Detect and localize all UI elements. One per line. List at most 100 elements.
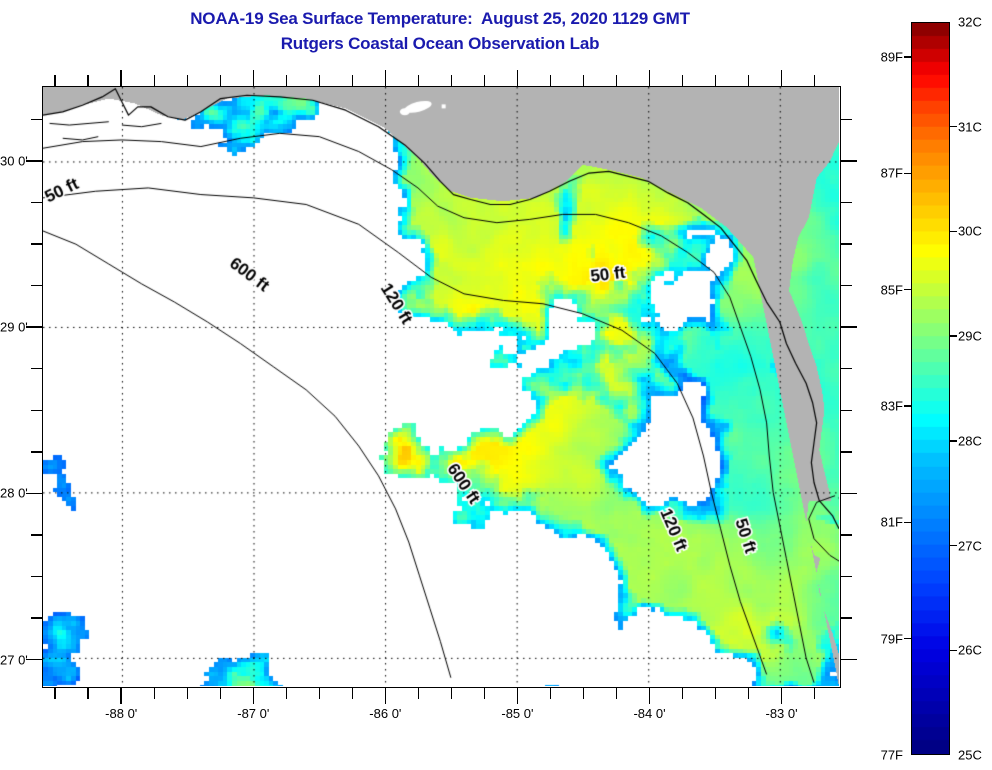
x-axis-label: -83 0' — [765, 706, 798, 721]
y-axis-tick — [31, 451, 42, 453]
y-axis-tick — [841, 658, 857, 661]
colorbar-tick-c — [950, 125, 957, 128]
y-axis-tick — [31, 243, 42, 245]
x-axis-tick — [615, 75, 618, 86]
colorbar-label-fahrenheit: 89F — [880, 49, 903, 65]
x-axis-tick — [351, 75, 354, 86]
x-axis-tick — [582, 688, 585, 699]
colorbar-tick-c — [950, 440, 957, 442]
x-axis-tick — [219, 75, 222, 86]
colorbar-tick-f — [904, 172, 911, 174]
y-axis-tick — [841, 367, 852, 370]
chart-title-line1: NOAA-19 Sea Surface Temperature: August … — [190, 9, 690, 28]
x-axis-tick — [120, 70, 122, 86]
x-axis-tick — [186, 688, 189, 699]
y-axis-tick — [26, 492, 42, 495]
y-axis-label: 28 0' — [0, 485, 28, 501]
x-axis-tick — [780, 688, 783, 704]
y-axis-label: 29 0' — [0, 319, 28, 335]
colorbar-tick-f — [904, 637, 911, 640]
x-axis-tick — [120, 688, 122, 704]
y-axis-tick — [31, 201, 42, 204]
x-axis-tick — [714, 688, 717, 699]
y-axis-tick — [841, 617, 852, 619]
x-axis-tick — [318, 688, 321, 699]
y-axis-tick — [841, 118, 852, 120]
chart-title-block: NOAA-19 Sea Surface Temperature: August … — [0, 6, 880, 56]
y-axis-tick — [31, 367, 42, 370]
x-axis-tick — [417, 75, 420, 86]
x-axis-label: -86 0' — [369, 706, 402, 721]
colorbar-label-celsius: 25C — [958, 747, 982, 763]
x-axis-tick — [450, 688, 453, 699]
y-axis-tick — [841, 451, 852, 453]
colorbar-label-celsius: 27C — [958, 538, 982, 554]
x-axis-tick — [417, 688, 420, 699]
y-axis-label: 27 0' — [0, 652, 28, 668]
sst-map-panel[interactable] — [42, 86, 841, 688]
y-axis-tick — [26, 160, 42, 162]
colorbar-tick-c — [950, 649, 957, 652]
x-axis-tick — [483, 75, 486, 86]
x-axis-tick — [351, 688, 354, 699]
x-axis-tick — [153, 688, 155, 699]
colorbar-label-fahrenheit: 79F — [880, 631, 903, 647]
colorbar-label-celsius: 29C — [958, 328, 982, 344]
colorbar-tick-c — [950, 230, 957, 233]
x-axis-tick — [549, 75, 552, 86]
x-axis-tick — [549, 688, 552, 699]
y-axis-tick — [841, 243, 852, 245]
colorbar-label-celsius: 28C — [958, 433, 982, 449]
y-axis-tick — [26, 658, 42, 661]
x-axis-tick — [714, 75, 717, 86]
x-axis-tick — [747, 75, 750, 86]
x-axis-tick — [54, 688, 56, 699]
colorbar-label-fahrenheit: 83F — [880, 398, 903, 414]
y-axis-tick — [26, 326, 42, 328]
x-axis-label: -88 0' — [105, 706, 138, 721]
colorbar-tick-f — [904, 521, 911, 524]
y-axis-tick — [841, 534, 852, 536]
colorbar-tick-f — [904, 56, 911, 58]
x-axis-tick — [87, 688, 89, 699]
colorbar-label-celsius: 31C — [958, 119, 982, 135]
y-axis-tick — [31, 534, 42, 536]
x-axis-label: -87 0' — [237, 706, 270, 721]
sst-heatmap-canvas[interactable] — [43, 87, 839, 686]
y-axis-label: 30 0' — [0, 153, 28, 169]
x-axis-tick — [450, 75, 453, 86]
x-axis-tick — [681, 75, 684, 86]
x-axis-tick — [252, 70, 255, 86]
x-axis-tick — [516, 688, 519, 704]
x-axis-tick — [681, 688, 684, 699]
x-axis-tick — [582, 75, 585, 86]
x-axis-tick — [813, 75, 816, 86]
y-axis-tick — [31, 617, 42, 619]
x-axis-tick — [483, 688, 486, 699]
x-axis-tick — [384, 70, 387, 86]
x-axis-tick — [384, 688, 387, 704]
y-axis-tick — [31, 118, 42, 120]
colorbar-gradient — [911, 22, 950, 755]
y-axis-tick — [841, 160, 857, 162]
y-axis-tick — [841, 201, 852, 204]
x-axis-tick — [318, 75, 321, 86]
x-axis-tick — [87, 75, 89, 86]
y-axis-tick — [841, 492, 857, 495]
x-axis-tick — [648, 688, 651, 704]
colorbar-label-celsius: 30C — [958, 223, 982, 239]
x-axis-tick — [615, 688, 618, 699]
colorbar-tick-c — [950, 335, 957, 337]
x-axis-tick — [252, 688, 255, 704]
y-axis-tick — [841, 284, 852, 287]
x-axis-tick — [54, 75, 56, 86]
x-axis-tick — [780, 70, 783, 86]
colorbar-label-celsius: 26C — [958, 642, 982, 658]
x-axis-tick — [648, 70, 651, 86]
colorbar[interactable] — [911, 22, 950, 755]
chart-title-line2: Rutgers Coastal Ocean Observation Lab — [280, 34, 600, 53]
x-axis-tick — [747, 688, 750, 699]
colorbar-label-celsius: 32C — [958, 14, 982, 30]
y-axis-tick — [31, 284, 42, 287]
x-axis-tick — [813, 688, 816, 699]
